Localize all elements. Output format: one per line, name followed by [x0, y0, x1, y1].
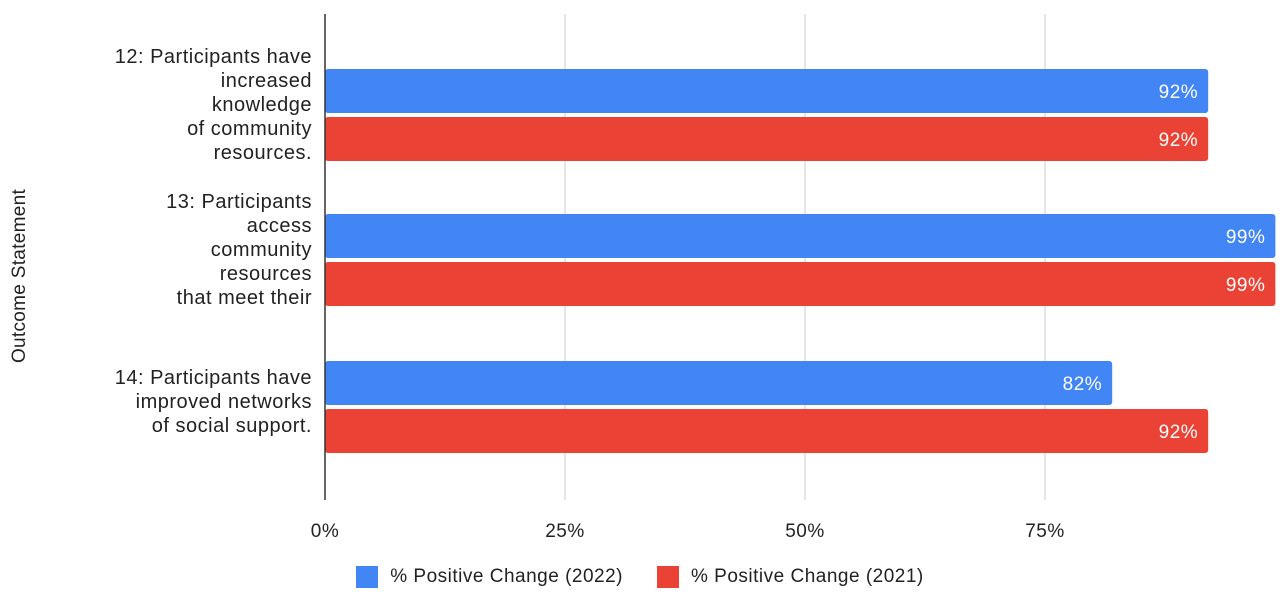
category-label: 13: Participants access community resour…: [166, 191, 312, 309]
legend-item-2021[interactable]: % Positive Change (2021): [657, 566, 924, 588]
x-tick-label: 75%: [1025, 521, 1065, 542]
category-label: 14: Participants have improved networks …: [114, 367, 312, 437]
bar-2022-1: [325, 69, 1209, 113]
legend-label-2022: % Positive Change (2022): [390, 566, 623, 587]
legend-swatch-2021: [657, 566, 679, 588]
legend-item-2022[interactable]: % Positive Change (2022): [356, 566, 623, 588]
data-label: 92%: [1159, 422, 1199, 443]
legend-label-2021: % Positive Change (2021): [691, 566, 924, 587]
bar-2022-3: [325, 361, 1113, 405]
x-tick-label: 50%: [785, 521, 825, 542]
data-label: 92%: [1159, 82, 1199, 103]
bar-2022-2: [325, 214, 1276, 258]
x-tick-label: 0%: [311, 521, 339, 542]
data-label: 82%: [1063, 374, 1103, 395]
x-tick-label: 25%: [545, 521, 585, 542]
category-label: 12: Participants have increased knowledg…: [114, 46, 312, 164]
bar-2021-3: [325, 409, 1209, 453]
legend: % Positive Change (2022) % Positive Chan…: [0, 566, 1280, 588]
data-label: 99%: [1226, 275, 1266, 296]
y-axis-title: Outcome Statement: [9, 188, 30, 364]
legend-swatch-2022: [356, 566, 379, 588]
data-label: 99%: [1226, 227, 1266, 248]
bar-2021-1: [325, 117, 1209, 161]
data-label: 92%: [1159, 130, 1199, 151]
bar-2021-2: [325, 262, 1276, 306]
